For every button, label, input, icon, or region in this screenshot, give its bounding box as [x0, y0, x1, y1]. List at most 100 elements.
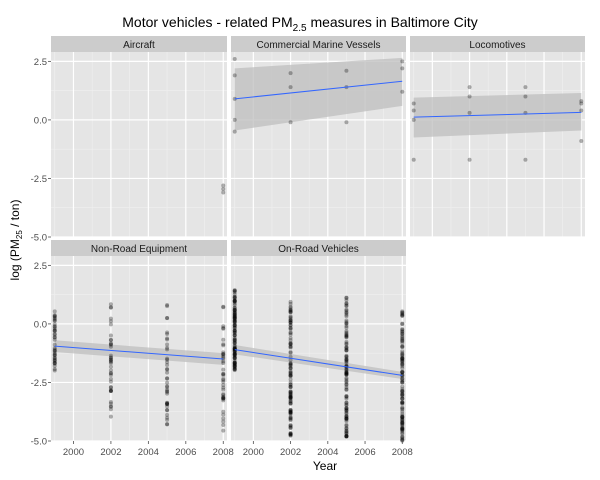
- data-point: [288, 299, 293, 304]
- data-point: [232, 299, 237, 304]
- data-point: [344, 372, 349, 377]
- data-point: [288, 414, 293, 419]
- data-point: [108, 414, 113, 419]
- data-point: [165, 303, 170, 308]
- data-point: [288, 430, 293, 435]
- data-point: [52, 337, 57, 342]
- data-point: [52, 332, 57, 337]
- data-point: [288, 327, 293, 332]
- y-tick-label: 0.0: [34, 319, 47, 330]
- data-point: [165, 337, 170, 342]
- data-point: [288, 401, 293, 406]
- data-point: [232, 310, 237, 315]
- data-point: [288, 373, 293, 378]
- data-point: [344, 426, 349, 431]
- data-point: [52, 361, 57, 366]
- data-point: [165, 345, 170, 350]
- data-point: [400, 420, 405, 425]
- data-point: [344, 321, 349, 326]
- data-point: [165, 391, 170, 396]
- data-point: [232, 298, 237, 303]
- data-point: [232, 328, 237, 333]
- data-point: [108, 338, 113, 343]
- data-point: [108, 404, 113, 409]
- data-point: [344, 394, 349, 399]
- data-point: [400, 331, 405, 336]
- data-point: [52, 328, 57, 333]
- data-point: [411, 117, 416, 122]
- data-point: [221, 378, 226, 383]
- data-point: [221, 379, 226, 384]
- data-point: [400, 357, 405, 362]
- data-point: [344, 414, 349, 419]
- data-point: [288, 308, 293, 313]
- data-point: [232, 330, 237, 335]
- data-point: [344, 311, 349, 316]
- data-point: [344, 419, 349, 424]
- data-point: [232, 364, 237, 369]
- data-point: [400, 409, 405, 414]
- data-point: [344, 360, 349, 365]
- data-point: [288, 309, 293, 314]
- trend-line: [234, 349, 403, 376]
- data-point: [344, 120, 349, 125]
- data-point: [52, 363, 57, 368]
- data-point: [288, 120, 293, 125]
- data-point: [523, 94, 528, 99]
- data-point: [344, 409, 349, 414]
- data-point: [232, 312, 237, 317]
- data-point: [344, 368, 349, 373]
- data-point: [288, 332, 293, 337]
- data-point: [52, 346, 57, 351]
- data-point: [221, 428, 226, 433]
- data-point: [400, 89, 405, 94]
- data-point: [232, 363, 237, 368]
- data-point: [288, 336, 293, 341]
- data-point: [288, 362, 293, 367]
- data-point: [579, 99, 584, 104]
- data-point: [108, 305, 113, 310]
- data-point: [165, 387, 170, 392]
- data-point: [400, 335, 405, 340]
- data-point: [288, 395, 293, 400]
- data-point: [232, 333, 237, 338]
- data-point: [400, 389, 405, 394]
- data-point: [288, 307, 293, 312]
- data-point: [400, 426, 405, 431]
- data-point: [344, 414, 349, 419]
- data-point: [232, 335, 237, 340]
- data-point: [232, 363, 237, 368]
- data-point: [288, 382, 293, 387]
- data-point: [232, 355, 237, 360]
- data-point: [400, 313, 405, 318]
- data-point: [232, 344, 237, 349]
- data-point: [400, 390, 405, 395]
- data-point: [288, 400, 293, 405]
- data-point: [344, 298, 349, 303]
- data-point: [288, 369, 293, 374]
- data-point: [400, 339, 405, 344]
- data-point: [232, 299, 237, 304]
- data-point: [400, 437, 405, 442]
- data-point: [108, 401, 113, 406]
- data-point: [400, 428, 405, 433]
- data-point: [400, 376, 405, 381]
- data-point: [400, 312, 405, 317]
- data-point: [221, 359, 226, 364]
- data-point: [344, 367, 349, 372]
- data-point: [232, 355, 237, 360]
- data-point: [288, 393, 293, 398]
- data-point: [523, 85, 528, 90]
- data-point: [108, 305, 113, 310]
- x-axis-label: Year: [312, 459, 338, 473]
- data-point: [52, 348, 57, 353]
- data-point: [467, 157, 472, 162]
- data-point: [344, 301, 349, 306]
- data-point: [400, 389, 405, 394]
- data-point: [288, 411, 293, 416]
- data-point: [52, 335, 57, 340]
- data-point: [400, 384, 405, 389]
- data-point: [400, 355, 405, 360]
- data-point: [344, 354, 349, 359]
- data-point: [165, 400, 170, 405]
